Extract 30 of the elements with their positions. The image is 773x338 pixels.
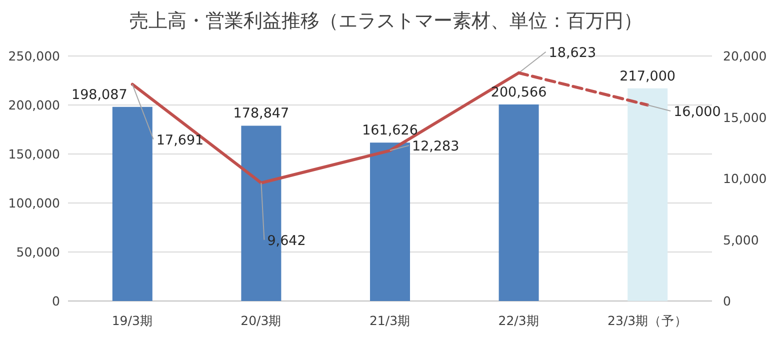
x-tick-label: 21/3期 bbox=[369, 313, 411, 328]
data-label: 198,087 bbox=[71, 86, 128, 103]
x-tick-label: 22/3期 bbox=[498, 313, 540, 328]
data-label: 17,691 bbox=[156, 132, 204, 148]
bar bbox=[498, 104, 539, 301]
data-label: 161,626 bbox=[362, 122, 418, 139]
data-label: 217,000 bbox=[620, 68, 676, 84]
bar bbox=[628, 88, 668, 301]
y-tick-label: 200,000 bbox=[8, 98, 60, 112]
x-tick-label: 23/3期（予） bbox=[608, 313, 688, 328]
y2-tick-label: 15,000 bbox=[723, 110, 767, 125]
y-tick-label: 50,000 bbox=[16, 244, 60, 260]
y-tick-label: 0 bbox=[52, 294, 60, 308]
x-tick-label: 19/3期 bbox=[112, 313, 153, 328]
y-tick-label: 150,000 bbox=[8, 146, 60, 162]
y-tick-label: 250,000 bbox=[8, 48, 60, 64]
y2-tick-label: 20,000 bbox=[723, 48, 767, 64]
chart-title: 売上高・営業利益推移（エラストマー素材、単位：百万円） bbox=[130, 10, 642, 32]
y-tick-label: 100,000 bbox=[8, 196, 60, 210]
data-label: 18,623 bbox=[548, 44, 596, 61]
data-label: 12,283 bbox=[412, 138, 460, 155]
bar bbox=[370, 142, 410, 301]
bar bbox=[112, 106, 152, 301]
y2-tick-label: 10,000 bbox=[723, 171, 767, 186]
data-label: 16,000 bbox=[674, 104, 721, 120]
data-label: 200,566 bbox=[490, 84, 547, 100]
y2-tick-label: 0 bbox=[723, 294, 731, 308]
y2-tick-label: 5,000 bbox=[723, 232, 759, 248]
data-label: 178,847 bbox=[233, 106, 290, 122]
x-tick-label: 20/3期 bbox=[240, 313, 282, 328]
